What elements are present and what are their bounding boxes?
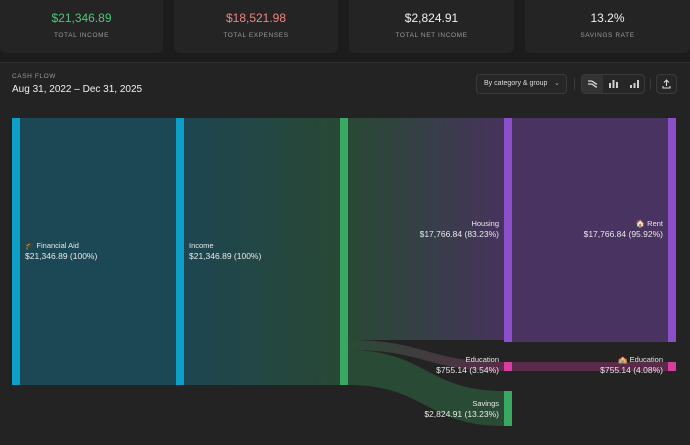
stat-value: $18,521.98 <box>225 11 287 25</box>
node-label: 🏠 Rent <box>636 219 664 228</box>
stat-label: SAVINGS RATE <box>580 32 635 39</box>
link-housing-rent <box>512 118 668 342</box>
column-chart-icon <box>630 80 639 88</box>
node-label: Savings <box>472 399 499 408</box>
summary-stats: $21,346.89 TOTAL INCOME $18,521.98 TOTAL… <box>0 0 690 53</box>
divider <box>650 78 651 90</box>
node-education-group[interactable] <box>504 362 512 371</box>
link-education-education <box>512 362 668 371</box>
node-value: $2,824.91 (13.23%) <box>424 409 499 419</box>
node-housing[interactable] <box>504 118 512 342</box>
chart-type-toggle <box>581 74 645 94</box>
divider <box>574 78 575 90</box>
link-income-cash-flow <box>184 118 340 385</box>
sankey-view-icon <box>588 80 598 88</box>
node-label: Housing <box>471 219 499 228</box>
node-value: $755.14 (4.08%) <box>600 365 663 375</box>
column-chart-button[interactable] <box>624 75 645 93</box>
chevron-down-icon: ⌄ <box>554 80 560 87</box>
link-financial-aid-income <box>20 118 176 385</box>
stat-label: TOTAL EXPENSES <box>223 32 289 39</box>
export-icon <box>662 79 671 89</box>
node-value: $21,346.89 (100%) <box>25 251 97 261</box>
node-financial-aid[interactable] <box>12 118 20 385</box>
stat-card-total-income: $21,346.89 TOTAL INCOME <box>0 0 163 53</box>
stat-card-savings-rate: 13.2% SAVINGS RATE <box>525 0 690 53</box>
bar-chart-icon <box>609 80 618 88</box>
link-cash-flow-housing <box>348 118 504 340</box>
stat-label: TOTAL INCOME <box>53 32 110 39</box>
link-cash-flow-savings <box>348 350 504 426</box>
stat-card-total-expenses: $18,521.98 TOTAL EXPENSES <box>174 0 338 53</box>
node-value: $755.14 (3.54%) <box>436 365 499 375</box>
node-rent[interactable] <box>668 118 676 342</box>
stat-card-total-net-income: $2,824.91 TOTAL NET INCOME <box>349 0 514 53</box>
stat-value: $2,824.91 <box>404 11 459 25</box>
node-value: $17,766.84 (83.23%) <box>420 229 500 239</box>
node-label: Education <box>466 355 499 364</box>
grouping-select-value: By category & group <box>484 80 548 87</box>
section-label: CASH FLOW <box>12 73 57 80</box>
stat-label: TOTAL NET INCOME <box>395 32 468 39</box>
stat-value: $21,346.89 <box>51 11 112 25</box>
node-cash-flow[interactable] <box>340 118 348 385</box>
node-savings[interactable] <box>504 391 512 426</box>
cash-flow-sankey: 🎓 Financial Aid $21,346.89 (100%) Income… <box>12 118 676 426</box>
node-label: Income <box>189 241 214 250</box>
link-cash-flow-education <box>348 340 504 371</box>
node-education-cat[interactable] <box>668 362 676 371</box>
node-income[interactable] <box>176 118 184 385</box>
node-value: $21,346.89 (100%) <box>189 251 261 261</box>
sankey-view-button[interactable] <box>582 75 603 93</box>
bar-chart-button[interactable] <box>603 75 624 93</box>
grouping-select[interactable]: By category & group ⌄ <box>476 74 567 94</box>
stat-value: 13.2% <box>590 11 625 25</box>
date-range: Aug 31, 2022 – Dec 31, 2025 <box>12 84 143 95</box>
node-label: 🎓 Financial Aid <box>25 241 79 250</box>
node-value: $17,766.84 (95.92%) <box>584 229 664 239</box>
node-label: 🏫 Education <box>618 355 663 364</box>
export-button[interactable] <box>656 74 677 94</box>
